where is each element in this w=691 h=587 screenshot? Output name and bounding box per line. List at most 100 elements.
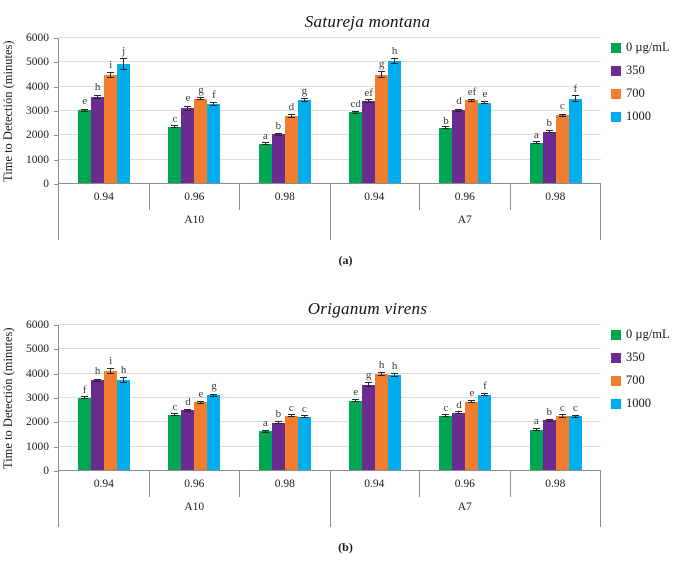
chart-a-body: Time to Detectión (minutes) 0 1000 2000 300…: [0, 32, 691, 240]
bar-rect: [207, 395, 221, 470]
legend-item: 700: [611, 87, 691, 100]
legend-item: 700: [611, 374, 691, 387]
bar-rect: [91, 380, 105, 470]
significance-letter: e: [185, 92, 191, 104]
bar-rect: [104, 371, 118, 470]
error-bar: [532, 141, 540, 144]
bar: f: [478, 325, 492, 470]
y-axis-ticks: 0 1000 2000 3000 4000 5000 6000: [18, 32, 58, 190]
significance-letter: j: [122, 45, 126, 57]
gridline: [59, 445, 601, 447]
significance-letter: h: [391, 360, 398, 372]
gridline: [59, 134, 601, 136]
x-axis: 0.94 0.96 0.98 0.94 0.96 0.98 A10 A7: [58, 184, 601, 240]
x-axis-region-row: A10 A7: [59, 210, 600, 240]
error-bar: [107, 72, 115, 78]
significance-letter: ef: [467, 86, 477, 98]
x-region-label: A7: [457, 214, 472, 226]
significance-letter: ef: [364, 87, 373, 99]
error-bar: [391, 58, 399, 64]
x-group-label: 0.98: [545, 478, 566, 490]
region-divider: [329, 184, 331, 240]
bar-rect: [375, 374, 389, 470]
bar: e: [478, 38, 492, 183]
bar: h: [388, 325, 402, 470]
bar-rect: [375, 75, 389, 183]
bar: b: [439, 38, 453, 183]
x-group-label: 0.96: [150, 471, 240, 497]
bar: g: [207, 325, 221, 470]
bar: h: [375, 325, 389, 470]
x-group-label: 0.98: [274, 478, 295, 490]
chart-b-title-row: Origanum virens: [0, 293, 691, 325]
y-tick-label: 6000: [26, 32, 58, 44]
legend-item: 350: [611, 64, 691, 77]
bar-rect: [284, 116, 298, 183]
significance-letter: d: [456, 95, 462, 107]
bar-rect: [362, 385, 376, 470]
error-bar: [571, 95, 579, 102]
x-axis-region-row: A10 A7: [59, 497, 600, 527]
bar-rect: [78, 110, 92, 183]
error-bar: [532, 428, 540, 431]
significance-letter: e: [198, 388, 204, 400]
significance-letter: e: [482, 88, 488, 100]
error-bar: [81, 109, 89, 112]
y-tick-label: 3000: [26, 105, 58, 117]
error-bar: [442, 414, 450, 417]
bar: d: [452, 38, 466, 183]
y-tick-label: 3000: [26, 392, 58, 404]
bar: d: [452, 325, 466, 470]
bar: e: [78, 38, 92, 183]
bar: c: [568, 325, 582, 470]
y-tick-label: 5000: [26, 56, 58, 69]
bar: i: [104, 38, 118, 183]
x-group-label: 0.98: [545, 191, 566, 203]
significance-letter: f: [82, 384, 87, 396]
bar: f: [568, 38, 582, 183]
bar-rect: [258, 144, 272, 183]
gridline: [59, 421, 601, 423]
bar: e: [349, 325, 363, 470]
error-bar: [365, 382, 373, 387]
error-bar: [210, 102, 218, 106]
gridline: [59, 372, 601, 374]
error-bar: [81, 396, 89, 399]
significance-letter: a: [262, 130, 268, 142]
error-bar: [184, 106, 192, 111]
legend-label: 350: [626, 350, 645, 364]
significance-letter: b: [443, 115, 449, 127]
error-bar: [210, 394, 218, 397]
x-group-label: 0.96: [420, 471, 511, 497]
error-bar: [365, 99, 373, 103]
bar: h: [91, 325, 105, 470]
legend: 0 µg/mL 350 700 1000: [601, 38, 691, 184]
error-bar: [481, 101, 489, 104]
bar-rect: [104, 75, 118, 183]
bar-group: b d ef e: [420, 38, 510, 183]
error-bar: [352, 399, 360, 402]
x-region-label: A10: [184, 501, 205, 513]
significance-letter: a: [533, 129, 539, 141]
significance-letter: h: [378, 359, 385, 371]
bar: ef: [465, 38, 479, 183]
bar: g: [297, 38, 311, 183]
chart-title: Satureja montana: [304, 12, 431, 31]
significance-letter: e: [469, 387, 475, 399]
y-tick-label: 1000: [26, 440, 58, 453]
x-group-label: 0.94: [330, 184, 420, 210]
panel-caption: (a): [338, 253, 353, 267]
error-bar: [94, 95, 102, 99]
error-bar: [120, 58, 128, 70]
error-bar: [455, 411, 463, 414]
legend-swatch: [611, 65, 621, 76]
x-axis-subgroup-row: 0.94 0.96 0.98 0.94 0.96 0.98: [59, 184, 600, 210]
significance-letter: h: [391, 45, 398, 57]
bar-rect: [194, 402, 208, 470]
error-bar: [300, 415, 308, 418]
error-bar: [107, 368, 115, 374]
error-bar: [261, 142, 269, 145]
